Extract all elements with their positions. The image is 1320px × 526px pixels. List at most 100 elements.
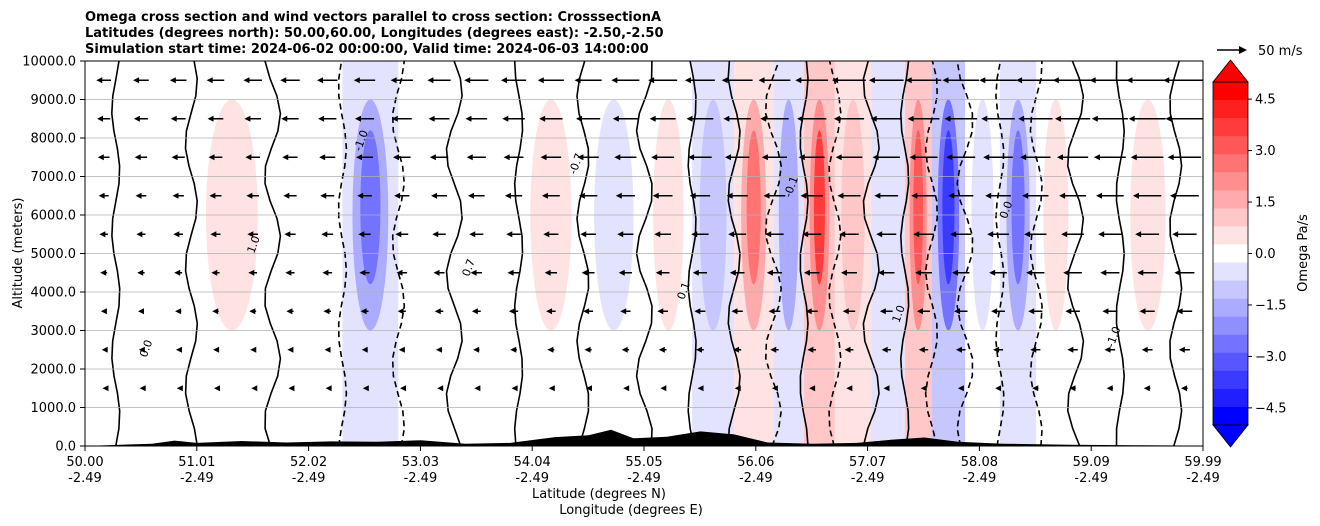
colorbar-segment: [1213, 280, 1248, 300]
plot-area: 0.01.0-1.00.7-0.70.1-0.11.00.0-1.0: [84, 60, 1204, 447]
wind-vector-head: [802, 231, 809, 238]
contour-line: [828, 61, 842, 446]
wind-vector-head: [245, 154, 252, 161]
wind-vector-head: [915, 269, 922, 276]
wind-vector-head: [649, 115, 656, 122]
wind-vector-head: [846, 385, 853, 392]
wind-vector-head: [621, 346, 628, 353]
wind-vector-head: [654, 231, 661, 238]
wind-vector-head: [247, 231, 254, 238]
wind-vector-head: [614, 154, 621, 161]
wind-vector-head: [287, 346, 294, 353]
colorbar-segment: [1213, 172, 1248, 191]
wind-vector-head: [874, 192, 881, 199]
wind-vector-head: [466, 154, 473, 161]
wind-vector-head: [684, 77, 691, 84]
wind-vector-head: [993, 346, 1000, 353]
wind-vector-head: [507, 269, 514, 276]
y-tick-label: 2000.0: [31, 363, 77, 378]
wind-vector-head: [795, 77, 802, 84]
x-tick-label-latitude: 56.06: [737, 455, 774, 470]
wind-vector-head: [325, 385, 332, 392]
wind-vector-head: [544, 269, 551, 276]
omega-core: [942, 130, 955, 285]
wind-vector-head: [171, 154, 178, 161]
x-tick-label-longitude: -2.49: [68, 471, 102, 486]
wind-vector-head: [139, 385, 146, 392]
wind-vector-head: [768, 308, 775, 315]
wind-vector-head: [657, 308, 664, 315]
contour-line: [956, 61, 974, 446]
colorbar-tick-label: 0.0: [1255, 247, 1276, 262]
wind-vector-head: [623, 385, 630, 392]
wind-vector-head: [319, 154, 326, 161]
wind-vector-head: [433, 269, 440, 276]
wind-vector-head: [844, 346, 851, 353]
x-tick-label-longitude: -2.49: [627, 471, 661, 486]
wind-vector-head: [99, 231, 106, 238]
wind-vector-head: [1032, 385, 1039, 392]
wind-vector-head: [1167, 154, 1174, 161]
wind-vector-head: [432, 231, 439, 238]
wind-vector-head: [840, 269, 847, 276]
wind-vector-head: [211, 269, 218, 276]
wind-vector-head: [390, 77, 397, 84]
contour-line: [391, 61, 406, 446]
wind-vector-head: [212, 308, 219, 315]
wind-vector-head: [612, 115, 619, 122]
wind-vector-head: [397, 308, 404, 315]
wind-vector-head: [1126, 77, 1133, 84]
wind-vector-head: [989, 269, 996, 276]
vector-key: 50 m/s: [1217, 44, 1303, 59]
wind-vector-head: [96, 77, 103, 84]
wind-vector-head: [400, 385, 407, 392]
wind-vector-head: [362, 385, 369, 392]
wind-vector-head: [360, 308, 367, 315]
contour-label: 0.0: [997, 200, 1015, 221]
wind-vector-head: [726, 192, 733, 199]
x-tick-label-latitude: 52.02: [290, 455, 327, 470]
wind-vector-head: [611, 77, 618, 84]
wind-vector-head: [1022, 192, 1029, 199]
wind-vector-head: [618, 269, 625, 276]
wind-vector-head: [954, 308, 961, 315]
wind-vector-head: [136, 231, 143, 238]
colorbar: 4.5 3.0 1.5 0.0 −1.5 −3.0 −4.5: [1212, 59, 1287, 448]
wind-vector-head: [907, 115, 914, 122]
x-axis: 50.00-2.4951.01-2.4952.02-2.4953.03-2.49…: [66, 446, 1222, 486]
wind-vector-head: [1143, 385, 1150, 392]
vector-key-label: 50 m/s: [1258, 44, 1303, 59]
wind-vector-head: [881, 346, 888, 353]
wind-vector-head: [803, 269, 810, 276]
contour-label: 0.7: [460, 257, 478, 278]
y-tick-label: 9000.0: [31, 93, 77, 108]
wind-vector-head: [473, 346, 480, 353]
wind-vector-head: [1098, 231, 1105, 238]
wind-vector-head: [318, 115, 325, 122]
y-axis-label: Altitude (meters): [11, 198, 26, 309]
wind-vector-head: [950, 231, 957, 238]
wind-vector-head: [615, 192, 622, 199]
colorbar-segment: [1213, 118, 1248, 137]
contour-line: [1029, 61, 1043, 446]
wind-vector-head: [437, 385, 444, 392]
wind-vector-head: [548, 385, 555, 392]
omega-core: [746, 130, 761, 285]
wind-vector-head: [1028, 308, 1035, 315]
y-tick-label: 3000.0: [31, 324, 77, 339]
wind-vector-head: [320, 192, 327, 199]
wind-vector-head: [918, 346, 925, 353]
wind-vector-head: [1178, 346, 1185, 353]
colorbar-tick-label: −4.5: [1255, 401, 1287, 416]
chart-title-line-2: Latitudes (degrees north): 50.00,60.00, …: [85, 26, 664, 41]
wind-vector-head: [285, 269, 292, 276]
wind-vector-head: [878, 269, 885, 276]
wind-vector-head: [323, 308, 330, 315]
colorbar-segment: [1213, 352, 1248, 372]
wind-vector-head: [1067, 346, 1074, 353]
x-tick-label-latitude: 51.01: [178, 455, 215, 470]
wind-vector-head: [584, 346, 591, 353]
wind-vector-head: [721, 77, 728, 84]
wind-vector-head: [835, 154, 842, 161]
wind-vector-head: [502, 115, 509, 122]
